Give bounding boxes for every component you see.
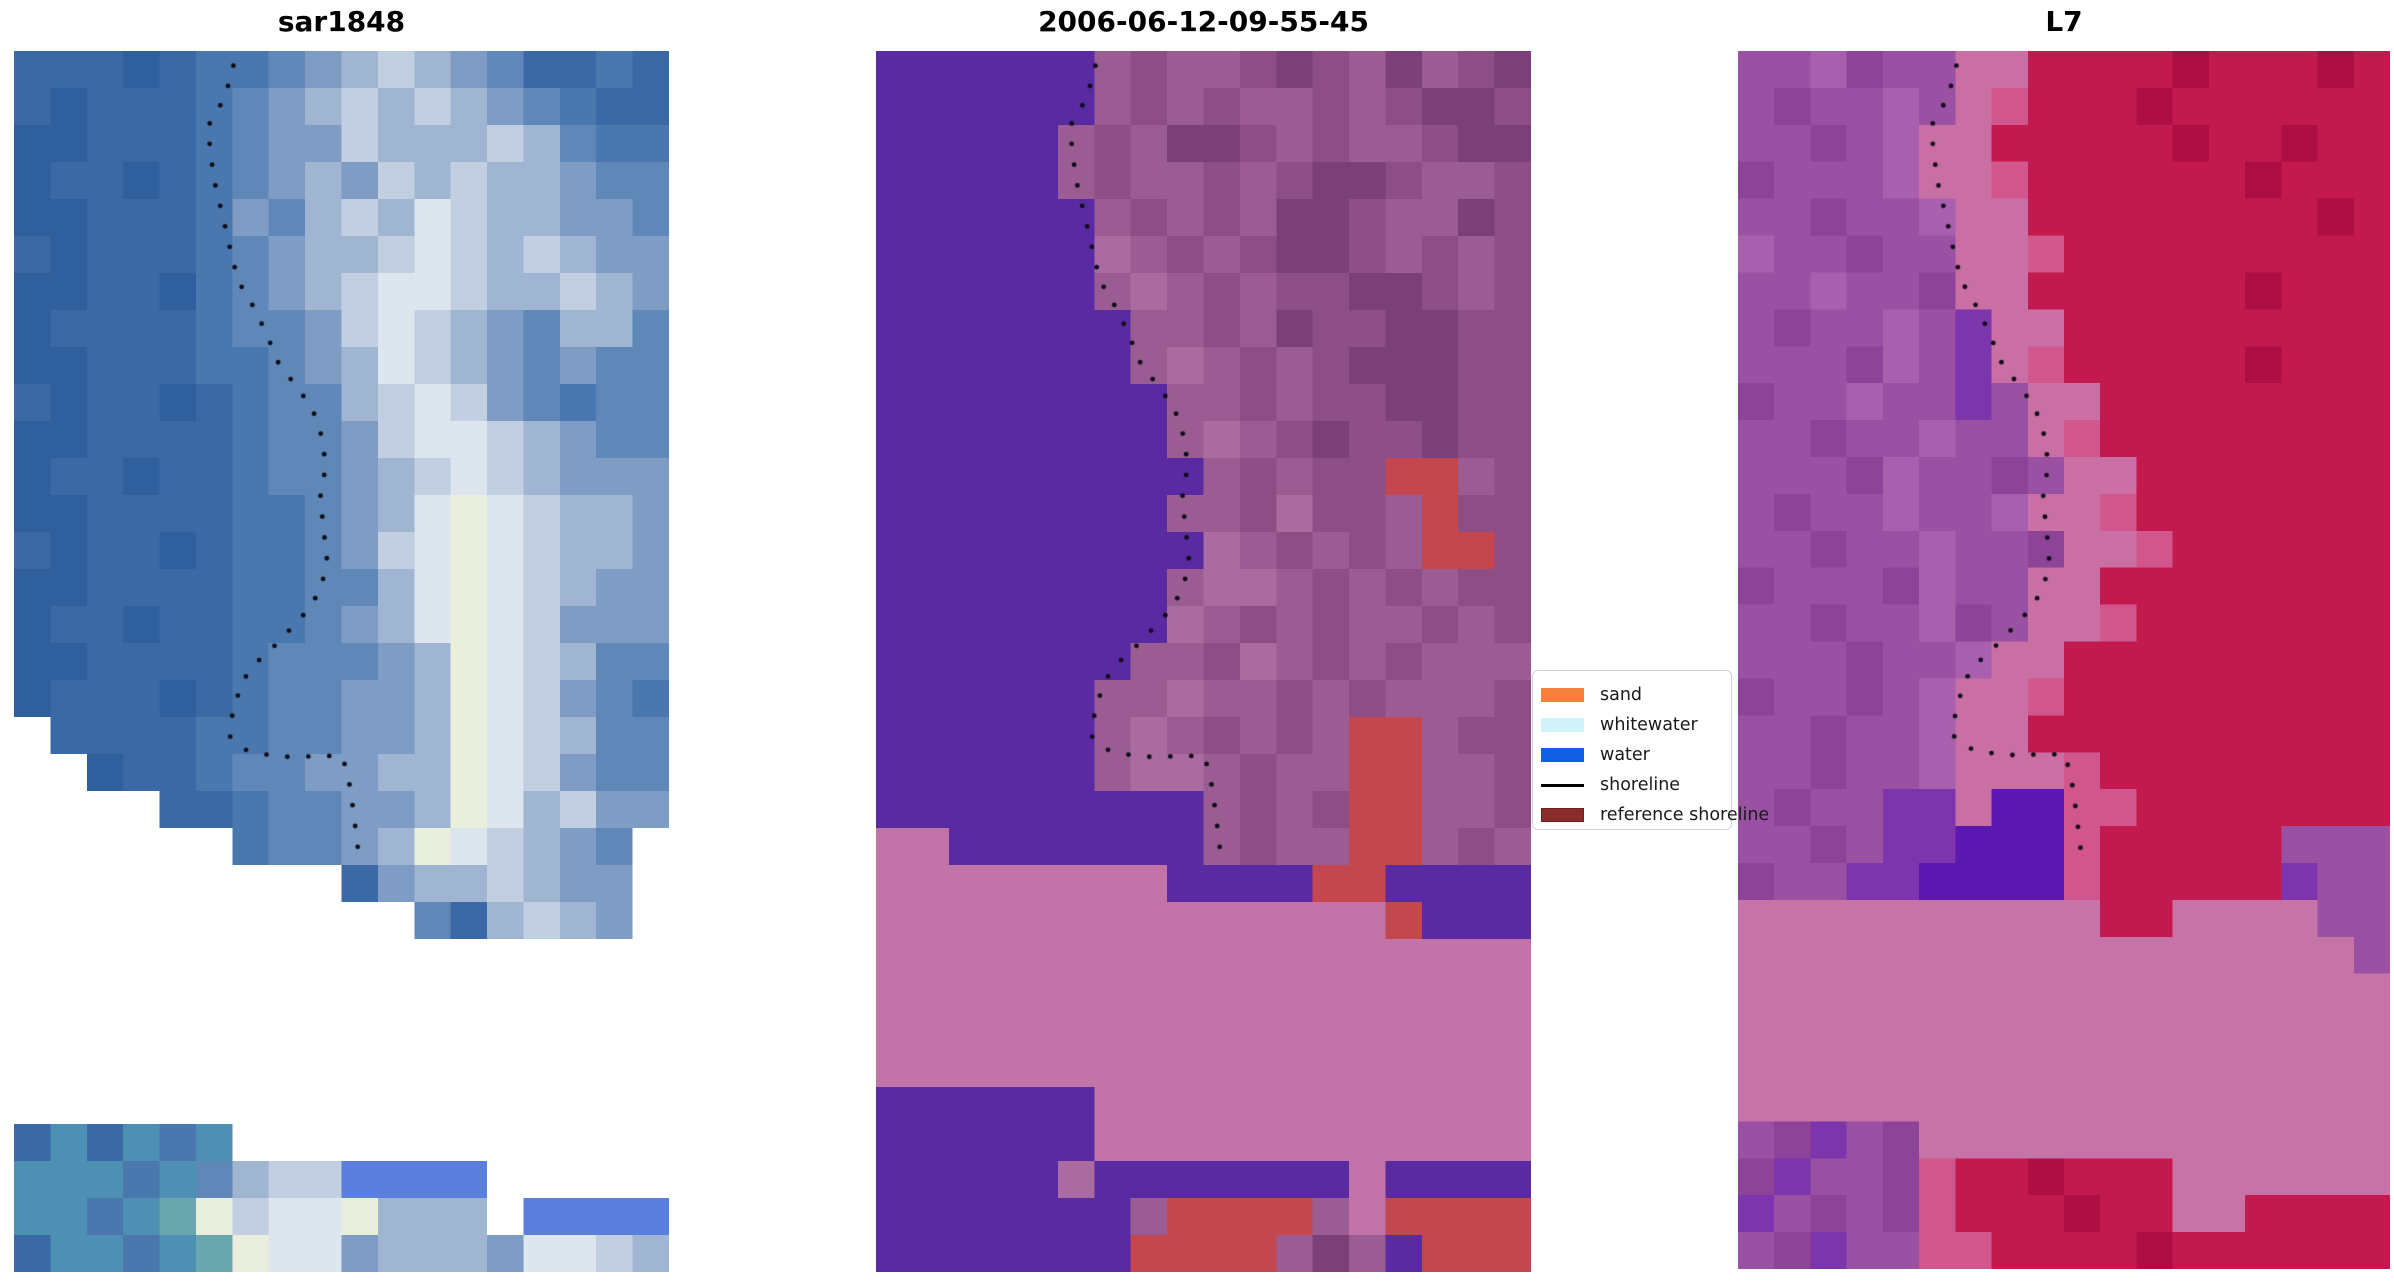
panel-title-classified: 2006-06-12-09-55-45 — [1038, 5, 1369, 38]
legend-swatch-whitewater-icon — [1541, 718, 1584, 732]
legend-swatch-sand-icon — [1541, 688, 1584, 702]
shoreline-dotted-overlay — [1738, 51, 2390, 1269]
panel-l7-image — [1738, 51, 2390, 1269]
shoreline-dotted-overlay — [14, 51, 669, 1272]
legend: sand whitewater water shoreline reference sh… — [1532, 670, 1769, 830]
legend-label: sand — [1600, 685, 1643, 705]
panel-classified-image — [876, 51, 1531, 1272]
panel-title-l7: L7 — [2045, 5, 2083, 38]
legend-entry: whitewater — [1541, 710, 1769, 740]
legend-swatch-shoreline-icon — [1541, 783, 1584, 787]
legend-swatch-water-icon — [1541, 748, 1584, 762]
legend-label: whitewater — [1600, 715, 1698, 735]
legend-entry: reference shoreline — [1541, 800, 1769, 830]
shoreline-dotted-overlay — [876, 51, 1531, 1272]
legend-label: shoreline — [1600, 775, 1681, 795]
panel-title-sar: sar1848 — [277, 5, 406, 38]
panel-sar-image — [14, 51, 669, 1272]
legend-entry: shoreline — [1541, 770, 1769, 800]
legend-rows: sand whitewater water shoreline reference sh… — [1532, 670, 1769, 830]
legend-label: reference shoreline — [1600, 805, 1770, 825]
legend-label: water — [1600, 745, 1650, 765]
legend-entry: water — [1541, 740, 1769, 770]
legend-swatch-reference-shoreline-icon — [1541, 808, 1584, 822]
legend-entry: sand — [1541, 680, 1769, 710]
